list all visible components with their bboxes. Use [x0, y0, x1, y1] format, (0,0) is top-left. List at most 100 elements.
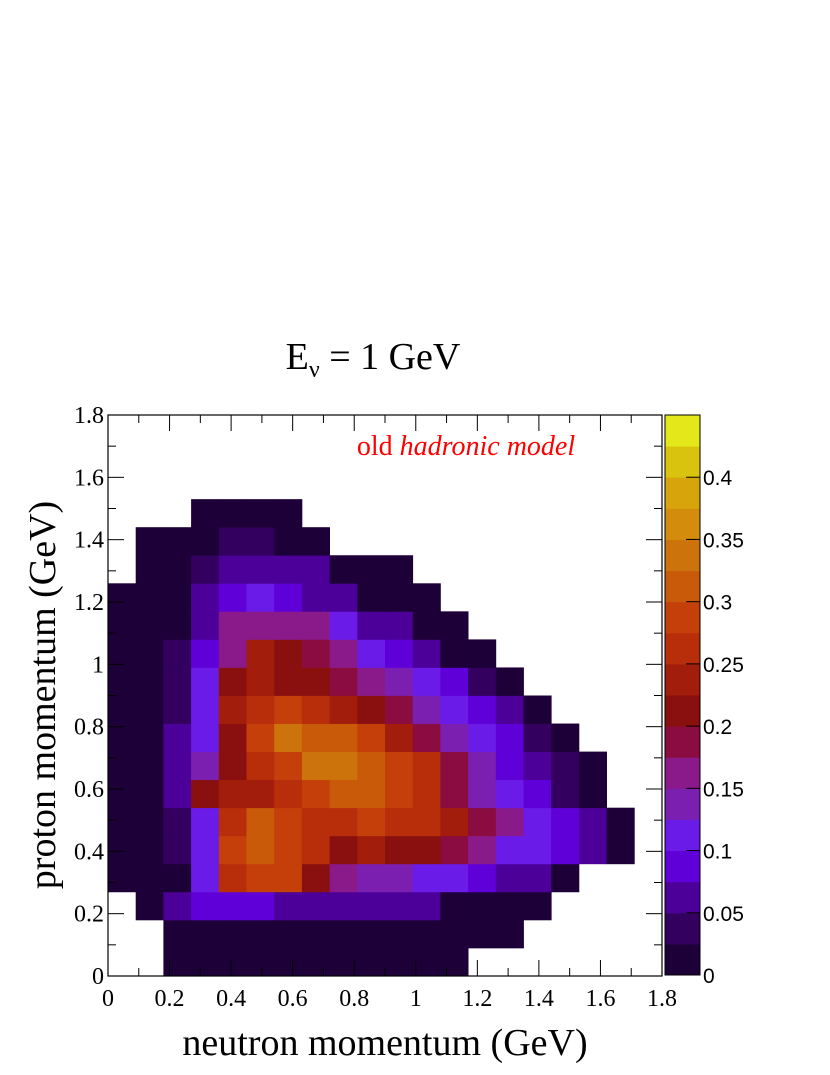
heatmap-cell: [246, 583, 275, 612]
heatmap-cell: [301, 779, 330, 809]
heatmap-cell: [551, 863, 580, 893]
heatmap-cell: [218, 863, 247, 893]
heatmap-cell: [551, 807, 580, 837]
color-scale-segment: [665, 632, 700, 665]
heatmap-cell: [440, 807, 469, 837]
y-tick-label: 0.2: [74, 902, 104, 928]
heatmap-cell: [274, 947, 303, 977]
heatmap-cell: [218, 947, 247, 977]
heatmap-cell: [135, 555, 164, 584]
heatmap-cell: [246, 947, 275, 977]
heatmap-cell: [218, 835, 247, 865]
heatmap-cell: [163, 947, 192, 977]
y-tick-label: 1.6: [74, 465, 104, 491]
y-axis: 0 0.2 0.4 0.6 0.8 1 1.2 1.4 1.6 1.8: [74, 403, 662, 990]
annotation-italic: hadronic model: [400, 431, 576, 462]
heatmap-cell: [385, 919, 414, 949]
heatmap-cell: [495, 807, 524, 837]
heatmap-cell: [357, 919, 386, 949]
heatmap-cell: [301, 947, 330, 977]
heatmap-cell: [135, 891, 164, 921]
heatmap-cell: [108, 723, 137, 752]
heatmap-cell: [218, 555, 247, 584]
heatmap-cell: [551, 779, 580, 809]
heatmap-cell: [163, 807, 192, 837]
heatmap-cell: [135, 779, 164, 809]
heatmap-cell: [440, 891, 469, 921]
heatmap-cell: [551, 835, 580, 865]
heatmap-cell: [385, 555, 414, 584]
heatmap-cell: [412, 751, 441, 781]
heatmap-cell: [440, 947, 469, 977]
heatmap-cell: [274, 611, 303, 640]
x-tick-label: 1.4: [524, 986, 554, 1012]
heatmap-cell: [357, 667, 386, 696]
heatmap-cell: [191, 639, 220, 668]
y-tick-label: 0.8: [74, 715, 104, 741]
heatmap-cell: [468, 723, 497, 752]
heatmap-cell: [301, 639, 330, 668]
heatmap-cell: [468, 695, 497, 724]
heatmap-cell: [468, 779, 497, 809]
color-scale-segment: [665, 570, 700, 603]
y-tick-label: 0.6: [74, 777, 104, 803]
heatmap-cell: [329, 947, 358, 977]
x-tick-label: 1: [410, 986, 422, 1012]
heatmap-cell: [274, 723, 303, 752]
heatmap-cell: [412, 863, 441, 893]
heatmap-cell: [301, 863, 330, 893]
color-scale-segment: [665, 881, 700, 914]
heatmap-cell: [301, 583, 330, 612]
heatmap-cell: [468, 863, 497, 893]
heatmap-cell: [385, 807, 414, 837]
heatmap-cell: [412, 583, 441, 612]
heatmap-cell: [523, 779, 552, 809]
heatmap-cell: [385, 779, 414, 809]
heatmap-cell: [218, 583, 247, 612]
heatmap-cell: [329, 779, 358, 809]
heatmap-cell: [191, 807, 220, 837]
heatmap-cell: [329, 835, 358, 865]
heatmap-cell: [218, 695, 247, 724]
heatmap-cell: [246, 835, 275, 865]
heatmap-cell: [246, 611, 275, 640]
heatmap-cell: [329, 863, 358, 893]
heatmap-cell: [218, 751, 247, 781]
heatmap-cell: [357, 695, 386, 724]
chart-title-subscript: ν: [309, 357, 320, 383]
heatmap-cell: [495, 667, 524, 696]
heatmap-cell: [163, 919, 192, 949]
heatmap-cell: [523, 807, 552, 837]
heatmap-cell: [468, 835, 497, 865]
heatmap-cell: [135, 723, 164, 752]
heatmap-cell: [274, 527, 303, 556]
heatmap-cell: [495, 891, 524, 921]
color-scale-segment: [665, 726, 700, 758]
x-tick-label: 0.8: [339, 986, 369, 1012]
heatmap-cell: [523, 835, 552, 865]
heatmap-cell: [385, 667, 414, 696]
heatmap-cell: [329, 751, 358, 781]
heatmap-cell: [218, 499, 247, 528]
heatmap-cell: [357, 947, 386, 977]
color-scale-segment: [665, 850, 700, 883]
heatmap-cell: [468, 807, 497, 837]
heatmap-cell: [357, 751, 386, 781]
heatmap-cell: [523, 723, 552, 752]
heatmap-cell: [412, 835, 441, 865]
heatmap-cell: [329, 919, 358, 949]
heatmap-cell: [495, 919, 524, 949]
heatmap-cell: [218, 891, 247, 921]
heatmap-cell: [329, 555, 358, 584]
color-scale-label: 0.25: [703, 654, 744, 677]
heatmap-cell: [191, 555, 220, 584]
heatmap-cell: [135, 611, 164, 640]
y-tick-label: 0: [92, 964, 104, 990]
chart-title: Eν = 1 GeV: [286, 336, 461, 383]
annotation: old hadronic model: [357, 431, 575, 462]
heatmap-cell: [385, 583, 414, 612]
color-scale-label: 0.2: [703, 716, 732, 739]
heatmap-cell: [578, 779, 607, 809]
heatmap-cell: [108, 611, 137, 640]
heatmap-cell: [163, 611, 192, 640]
